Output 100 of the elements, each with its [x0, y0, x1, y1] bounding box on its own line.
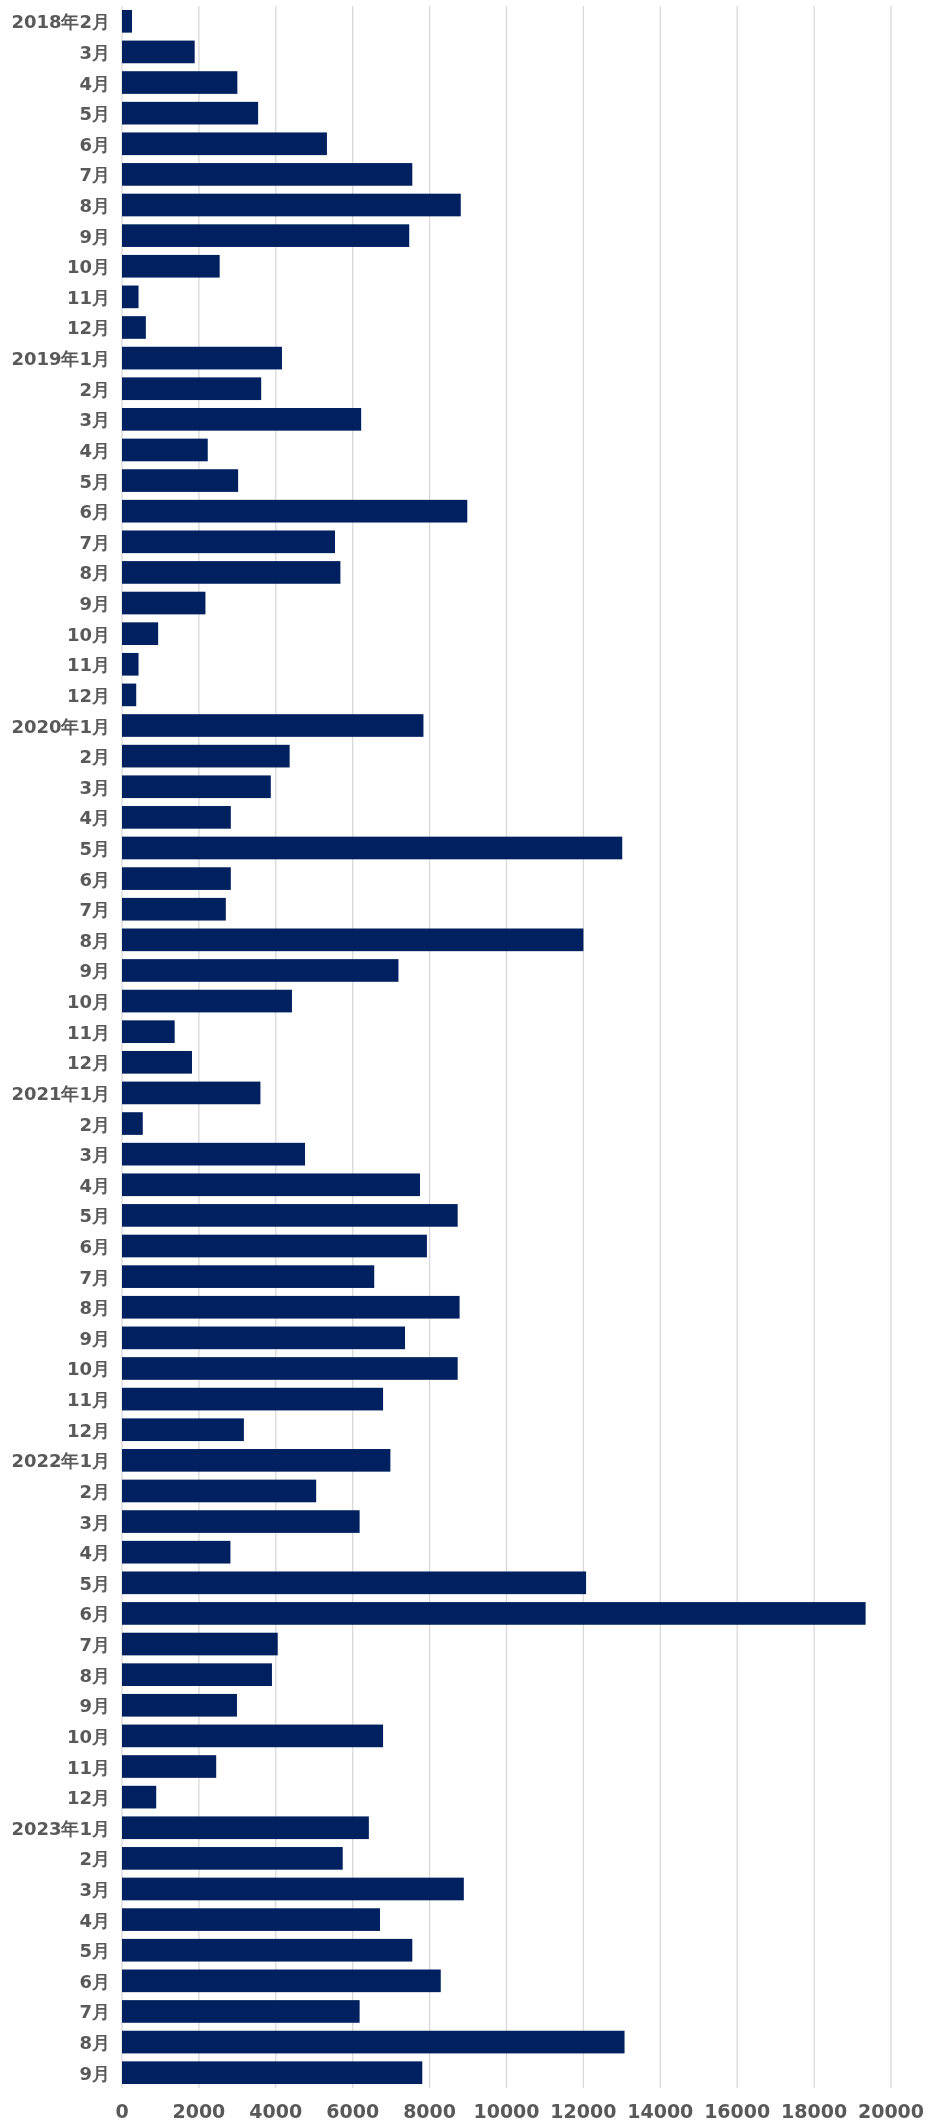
- bar: [122, 1908, 380, 1931]
- y-tick-label: 8月: [79, 2032, 110, 2054]
- bar: [122, 1173, 420, 1197]
- y-tick-label: 5月: [79, 837, 110, 859]
- y-tick-label: 7月: [79, 164, 110, 186]
- x-tick-label: 20000: [857, 2100, 925, 2122]
- y-tick-label: 7月: [79, 899, 110, 921]
- bar: [122, 438, 208, 462]
- y-tick-label: 6月: [79, 868, 110, 890]
- y-tick-label: 12月: [66, 1419, 110, 1441]
- y-tick-label: 2月: [79, 1848, 110, 1870]
- bar: [122, 408, 362, 431]
- y-tick-label: 5月: [79, 1940, 110, 1962]
- bar: [122, 652, 139, 676]
- y-tick-label: 11月: [66, 286, 110, 308]
- bar: [122, 346, 282, 370]
- y-tick-label: 12月: [66, 1052, 110, 1074]
- bar: [122, 224, 410, 247]
- bar: [122, 806, 231, 829]
- y-tick-label: 2018年2月: [11, 11, 110, 33]
- x-tick-label: 4000: [249, 2100, 303, 2122]
- bar: [122, 836, 623, 860]
- y-tick-label: 2月: [79, 746, 110, 768]
- bar: [122, 1387, 384, 1411]
- y-tick-label: 9月: [79, 593, 110, 615]
- bar: [122, 499, 468, 523]
- bar: [122, 1816, 369, 1840]
- bar: [122, 959, 399, 982]
- y-tick-label: 8月: [79, 929, 110, 951]
- bar: [122, 377, 262, 401]
- y-tick-label: 4月: [79, 807, 110, 829]
- y-tick-label: 10月: [66, 256, 110, 278]
- y-tick-label: 3月: [79, 409, 110, 431]
- bar: [122, 1540, 231, 1564]
- y-tick-label: 4月: [79, 1174, 110, 1196]
- x-tick-label: 12000: [550, 2100, 617, 2122]
- bar: [122, 101, 259, 125]
- y-tick-label: 7月: [79, 531, 110, 553]
- y-tick-label: 9月: [79, 2062, 110, 2084]
- bar: [122, 1510, 360, 1533]
- y-tick-label: 3月: [79, 1144, 110, 1166]
- y-tick-label: 4月: [79, 1542, 110, 1564]
- bar: [122, 622, 159, 645]
- bar: [122, 1785, 157, 1809]
- bar: [122, 163, 413, 186]
- bar: [122, 1632, 278, 1656]
- y-tick-label: 2月: [79, 378, 110, 400]
- y-tick-label: 11月: [66, 1756, 110, 1778]
- y-tick-label: 8月: [79, 562, 110, 584]
- bar: [122, 254, 220, 278]
- x-tick-label: 14000: [627, 2100, 694, 2122]
- x-tick-label: 6000: [326, 2100, 380, 2122]
- y-tick-label: 9月: [79, 225, 110, 247]
- bar: [122, 897, 226, 921]
- y-tick-label: 9月: [79, 1695, 110, 1717]
- bar: [122, 193, 461, 217]
- bar: [122, 1602, 866, 1625]
- bar: [122, 530, 336, 554]
- y-tick-label: 11月: [66, 654, 110, 676]
- bar: [122, 867, 231, 890]
- y-tick-label: 2022年1月: [11, 1450, 110, 1472]
- bar: [122, 989, 292, 1013]
- bar: [122, 775, 271, 799]
- bar: [122, 1357, 458, 1380]
- bar: [122, 683, 137, 707]
- bar: [122, 1326, 405, 1350]
- bar: [122, 561, 341, 584]
- bar: [122, 316, 146, 339]
- y-tick-label: 11月: [66, 1021, 110, 1043]
- y-tick-label: 7月: [79, 2001, 110, 2023]
- y-tick-label: 3月: [79, 1878, 110, 1900]
- x-tick-label: 8000: [403, 2100, 457, 2122]
- y-tick-label: 5月: [79, 1205, 110, 1227]
- y-tick-label: 8月: [79, 195, 110, 217]
- y-tick-label: 6月: [79, 1970, 110, 1992]
- y-tick-label: 10月: [66, 991, 110, 1013]
- y-tick-label: 7月: [79, 1266, 110, 1288]
- bar: [122, 1295, 460, 1319]
- bar: [122, 469, 239, 492]
- bar: [122, 744, 290, 768]
- y-tick-label: 4月: [79, 1909, 110, 1931]
- x-tick-label: 10000: [473, 2100, 540, 2122]
- y-tick-label: 3月: [79, 776, 110, 798]
- y-tick-label: 7月: [79, 1634, 110, 1656]
- y-tick-label: 2020年1月: [11, 715, 110, 737]
- y-tick-label: 2月: [79, 1113, 110, 1135]
- y-tick-label: 12月: [66, 1787, 110, 1809]
- y-tick-label: 2023年1月: [11, 1817, 110, 1839]
- y-tick-label: 2021年1月: [11, 1082, 110, 1104]
- x-tick-label: 2000: [172, 2100, 226, 2122]
- y-tick-label: 2019年1月: [11, 348, 110, 370]
- bar: [122, 2000, 360, 2023]
- bar: [122, 1418, 244, 1442]
- bar: [122, 2061, 423, 2085]
- x-tick-label: 18000: [781, 2100, 848, 2122]
- bar: [122, 928, 584, 952]
- y-tick-label: 10月: [66, 1358, 110, 1380]
- y-tick-label: 6月: [79, 501, 110, 523]
- x-tick-label: 16000: [704, 2100, 771, 2122]
- bar: [122, 285, 139, 309]
